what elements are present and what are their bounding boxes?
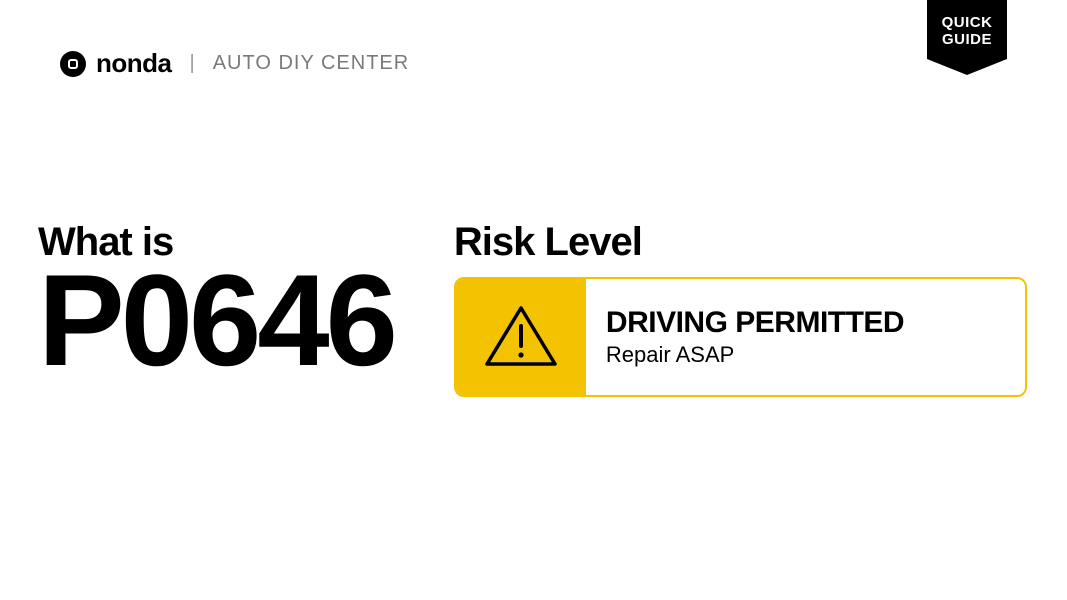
quick-guide-badge: QUICK GUIDE (927, 0, 1007, 59)
badge-line1: QUICK (935, 14, 999, 31)
risk-sub-text: Repair ASAP (606, 342, 1025, 368)
error-code: P0646 (38, 255, 394, 385)
brand-name: nonda (96, 48, 172, 79)
brand-logo-icon (60, 51, 86, 77)
risk-box: DRIVING PERMITTED Repair ASAP (454, 277, 1027, 397)
header-divider: | (190, 52, 195, 75)
risk-text-area: DRIVING PERMITTED Repair ASAP (586, 279, 1025, 395)
risk-level-title: Risk Level (454, 220, 1027, 265)
main-content: What is P0646 Risk Level DRIVING PERMITT… (38, 220, 1027, 397)
risk-icon-area (456, 279, 586, 395)
header-subtitle: AUTO DIY CENTER (213, 52, 410, 75)
risk-main-text: DRIVING PERMITTED (606, 306, 1025, 340)
header: nonda | AUTO DIY CENTER (60, 48, 409, 79)
code-section: What is P0646 (38, 220, 394, 397)
warning-triangle-icon (481, 302, 561, 372)
brand-logo: nonda (60, 48, 172, 79)
risk-section: Risk Level DRIVING PERMITTED Repair ASAP (454, 220, 1027, 397)
badge-line2: GUIDE (935, 31, 999, 48)
